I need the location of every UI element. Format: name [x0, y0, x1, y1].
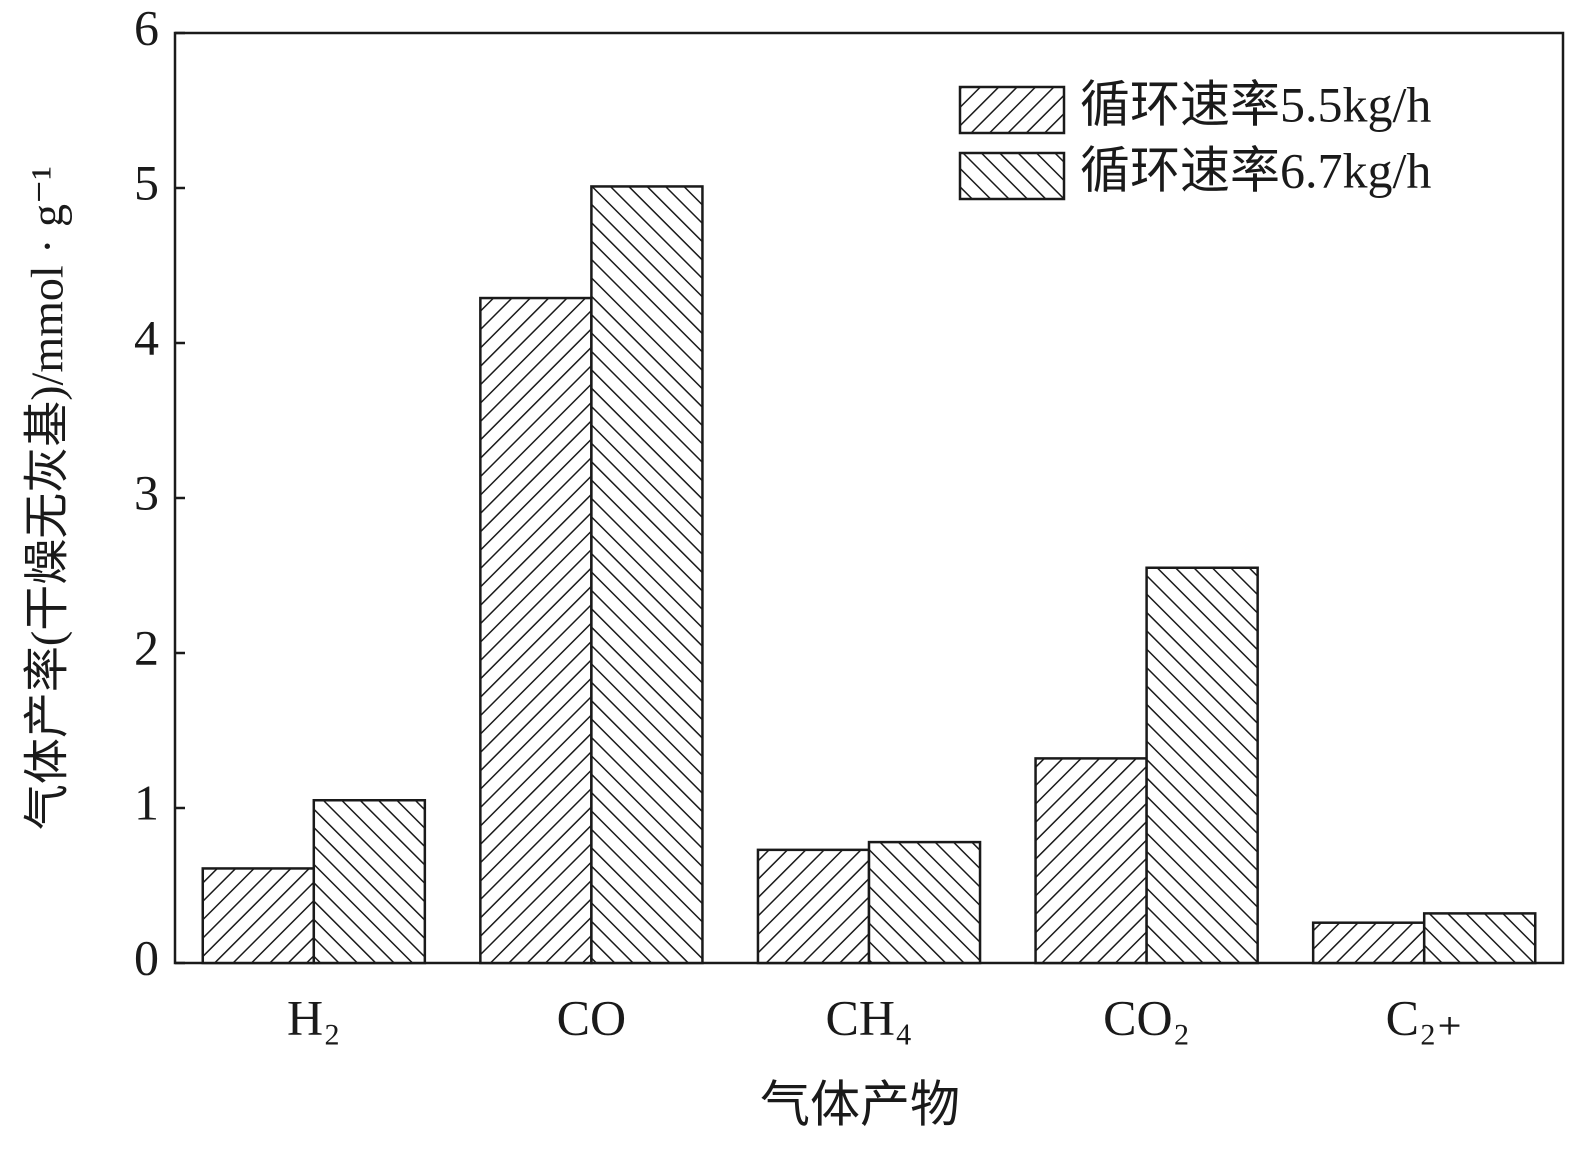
bar [1145, 566, 1259, 965]
bar [867, 840, 982, 965]
x-tick-label: C₂₊ [1386, 989, 1463, 1045]
legend-label: 循环速率6.7kg/h [1080, 142, 1431, 198]
x-tick-label: H₂ [287, 989, 341, 1045]
y-axis-title: 气体产率(干燥无灰基)/mmol · g⁻¹ [22, 166, 73, 830]
y-tick-label: 2 [134, 619, 159, 675]
y-tick-label: 6 [134, 0, 159, 55]
y-tick-label: 1 [134, 774, 159, 830]
x-tick-label: CH₄ [826, 989, 913, 1045]
legend-swatch [958, 85, 1066, 135]
bar [312, 799, 427, 965]
bar [1311, 921, 1426, 965]
x-tick-label: CO₂ [1103, 989, 1190, 1045]
y-tick-label: 4 [134, 309, 159, 365]
x-tick-label: CO [557, 989, 626, 1045]
x-axis-title: 气体产物 [760, 1076, 960, 1132]
bar [1422, 912, 1537, 965]
bar [201, 867, 316, 965]
bar [479, 296, 593, 965]
bar [1034, 757, 1148, 965]
legend-label: 循环速率5.5kg/h [1080, 76, 1431, 132]
bar [756, 848, 871, 965]
y-tick-label: 3 [134, 464, 159, 520]
legend-swatch [958, 151, 1066, 201]
y-tick-label: 5 [134, 154, 159, 210]
bar [590, 185, 704, 965]
y-tick-label: 0 [134, 929, 159, 985]
